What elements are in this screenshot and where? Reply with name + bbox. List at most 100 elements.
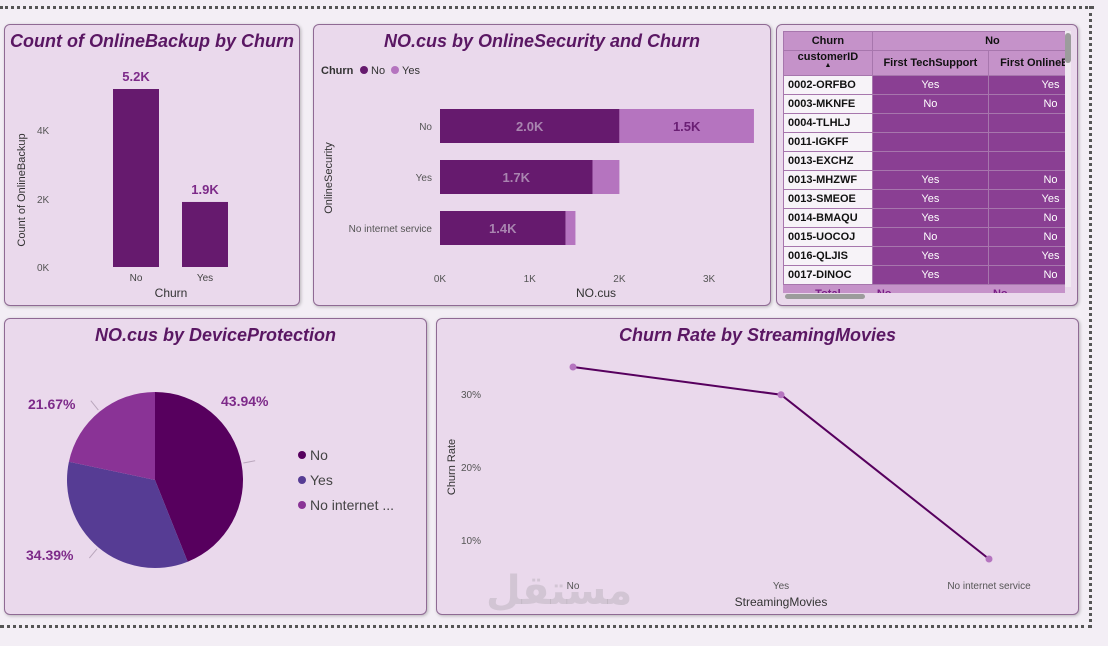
legend-label-no-internet[interactable]: No internet ...	[310, 497, 394, 513]
y-tick-label: 2K	[37, 195, 50, 206]
table-row[interactable]: 0013-SMEOE Yes Yes	[783, 189, 1065, 209]
total-cell: No	[871, 284, 989, 293]
column-header-techsupport[interactable]: First TechSupport	[871, 50, 989, 76]
legend-label-yes[interactable]: Yes	[310, 472, 333, 488]
value-cell: No	[987, 170, 1065, 190]
dashboard-border-bottom	[0, 625, 1092, 628]
x-axis-title: StreamingMovies	[735, 595, 828, 609]
bar-segment	[440, 160, 593, 194]
value-cell: No	[871, 227, 989, 247]
matrix-viewport: Churn No customerID ▲ First TechSupport …	[783, 31, 1065, 293]
value-cell	[871, 132, 989, 152]
value-cell	[871, 113, 989, 133]
data-label: 1.9K	[191, 182, 219, 197]
x-tick-label: Yes	[197, 273, 213, 284]
vertical-scrollbar[interactable]	[1065, 31, 1071, 287]
value-cell: Yes	[871, 75, 989, 95]
y-tick-label: No internet service	[349, 224, 433, 235]
x-tick-label: No	[130, 273, 143, 284]
y-axis-title: OnlineSecurity	[323, 142, 335, 214]
watermark-logo: مستقل	[486, 568, 633, 614]
data-label: 5.2K	[122, 69, 150, 84]
online-security-chart-panel[interactable]: NO.cus by OnlineSecurity and Churn Churn…	[313, 24, 771, 306]
table-row[interactable]: 0017-DINOC Yes No	[783, 265, 1065, 285]
y-axis-title: Churn Rate	[446, 439, 458, 495]
customer-id-cell: 0013-EXCHZ	[783, 151, 873, 171]
horizontal-scrollbar[interactable]	[785, 294, 865, 299]
x-tick-label: No	[567, 581, 580, 592]
column-header-label: customerID	[797, 51, 859, 63]
data-label: 1.5K	[673, 119, 701, 134]
value-cell: Yes	[987, 246, 1065, 266]
customer-id-cell: 0011-IGKFF	[783, 132, 873, 152]
scrollbar-thumb[interactable]	[1065, 33, 1071, 63]
online-security-chart: Churn No Yes OnlineSecurity NO.cus No 2.0…	[321, 65, 754, 300]
bar	[182, 201, 228, 267]
sort-ascending-icon[interactable]: ▲	[824, 62, 832, 69]
x-tick-label: 1K	[524, 274, 537, 285]
table-row[interactable]: 0014-BMAQU Yes No	[783, 208, 1065, 228]
table-row[interactable]: 0013-MHZWF Yes No	[783, 170, 1065, 190]
legend-label-no[interactable]: No	[310, 447, 328, 463]
pie-slice	[155, 392, 244, 562]
column-header-customerid[interactable]: customerID ▲	[783, 50, 873, 76]
value-cell: Yes	[987, 75, 1065, 95]
y-axis-title: Count of OnlineBackup	[16, 133, 28, 246]
y-tick-label: 20%	[461, 463, 481, 474]
bar-segment	[592, 160, 620, 194]
bar-segment	[619, 109, 754, 143]
y-tick-label: 30%	[461, 390, 481, 401]
chart-title: NO.cus by DeviceProtection	[94, 325, 337, 345]
column-header-churn[interactable]: Churn	[783, 31, 873, 51]
value-cell	[871, 151, 989, 171]
x-tick-label: Yes	[773, 581, 789, 592]
data-point	[569, 363, 577, 371]
table-row[interactable]: 0002-ORFBO Yes Yes	[783, 75, 1065, 95]
legend-label-yes[interactable]: Yes	[402, 65, 420, 77]
value-cell: Yes	[871, 265, 989, 285]
customer-matrix-panel[interactable]: Churn No customerID ▲ First TechSupport …	[776, 24, 1078, 306]
table-row[interactable]: 0016-QLJIS Yes Yes	[783, 246, 1065, 266]
legend-title: Churn	[321, 65, 354, 77]
x-axis-title: Churn	[155, 286, 188, 300]
x-axis-title: NO.cus	[576, 286, 616, 300]
customer-id-cell: 0013-MHZWF	[783, 170, 873, 190]
table-row[interactable]: 0013-EXCHZ	[783, 151, 1065, 171]
streaming-movies-chart-panel[interactable]: Churn Rate by StreamingMovies Churn Rate…	[436, 318, 1079, 615]
customer-id-cell: 0013-SMEOE	[783, 189, 873, 209]
customer-id-cell: 0003-MKNFE	[783, 94, 873, 114]
data-point	[777, 391, 785, 399]
pie-slice	[68, 392, 155, 480]
data-label: 34.39%	[26, 547, 74, 563]
leader-line	[88, 548, 98, 559]
legend-marker-yes	[391, 66, 399, 74]
legend-label-no[interactable]: No	[371, 65, 385, 77]
x-tick-label: 2K	[613, 274, 626, 285]
online-backup-chart-panel[interactable]: Count of OnlineBackup by Churn Count of …	[4, 24, 300, 306]
device-protection-chart: No Yes No internet ... 43.94% 34.39% 21.67…	[26, 392, 394, 568]
bar	[113, 89, 159, 267]
legend-marker-no-internet	[298, 501, 306, 509]
bar-segment	[440, 211, 566, 245]
value-cell: Yes	[871, 246, 989, 266]
dashboard-border-right	[1089, 6, 1092, 628]
bar-segment	[565, 211, 576, 245]
chart-title: NO.cus by OnlineSecurity and Churn	[383, 31, 701, 51]
dashboard-border-top	[0, 6, 1094, 9]
table-row[interactable]: 0003-MKNFE No No	[783, 94, 1065, 114]
customer-id-cell: 0004-TLHLJ	[783, 113, 873, 133]
column-header-churn-no[interactable]: No	[871, 31, 1065, 51]
table-row[interactable]: 0004-TLHLJ	[783, 113, 1065, 133]
customer-id-cell: 0016-QLJIS	[783, 246, 873, 266]
value-cell: Yes	[871, 189, 989, 209]
data-label: 1.7K	[503, 170, 531, 185]
data-point	[985, 555, 993, 563]
table-row[interactable]: 0015-UOCOJ No No	[783, 227, 1065, 247]
column-header-onlinebackup[interactable]: First OnlineBackup	[987, 50, 1065, 76]
table-row[interactable]: 0011-IGKFF	[783, 132, 1065, 152]
y-tick-label: 10%	[461, 536, 481, 547]
value-cell: No	[987, 94, 1065, 114]
customer-id-cell: 0014-BMAQU	[783, 208, 873, 228]
device-protection-chart-panel[interactable]: NO.cus by DeviceProtection No Yes No int…	[4, 318, 427, 615]
customer-id-cell: 0002-ORFBO	[783, 75, 873, 95]
